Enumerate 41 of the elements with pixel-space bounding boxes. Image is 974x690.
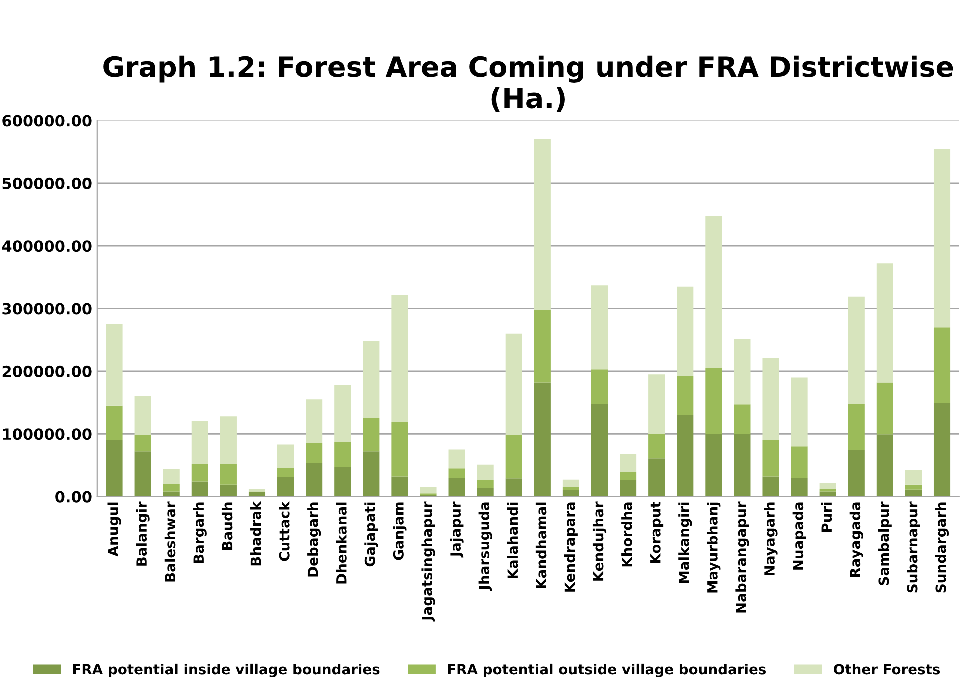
x-tick-label: Anugul <box>108 502 122 557</box>
y-tick-label: 600000.00 <box>2 115 92 127</box>
x-tick-label: Debagarh <box>308 502 322 577</box>
x-tick-label: Jagatsinghapur <box>422 502 436 622</box>
x-tick-label: Mayurbhanj <box>707 502 721 593</box>
x-tick-label: Jajapur <box>450 502 464 558</box>
x-tick-label: Kendujhar <box>592 502 607 581</box>
x-tick-label: Khordha <box>622 502 632 567</box>
x-tick-label: Nayagarh <box>764 502 778 576</box>
y-tick-label: 300000.00 <box>2 303 92 315</box>
x-tick-label: Gajapati <box>364 502 378 567</box>
x-tick-label: Kalahandi <box>507 502 518 579</box>
x-tick-label: Baleshwar <box>164 502 176 582</box>
y-tick-label: 200000.00 <box>2 366 92 378</box>
x-tick-label: Sambalpur <box>878 502 892 586</box>
x-tick-label: Cuttack <box>279 501 290 562</box>
x-tick-label: Kandhamal <box>536 502 547 588</box>
x-tick-label: Nabarangapur <box>736 502 750 613</box>
legend-label: FRA potential inside village boundaries <box>73 664 380 678</box>
legend-label: Other Forests <box>834 664 940 675</box>
x-tick-label: Sundargarh <box>935 502 950 593</box>
y-tick-label: 500000.00 <box>2 178 92 190</box>
x-tick-label: Baudh <box>222 502 233 550</box>
x-tick-label: Koraput <box>650 502 664 564</box>
x-tick-label: Rayagada <box>850 502 864 578</box>
y-tick-label: 0.00 <box>56 491 92 503</box>
x-tick-label: Bargarh <box>193 502 207 564</box>
x-tick-label: Jharsuguda <box>478 502 492 592</box>
x-tick-label: Subarnapur <box>907 502 920 593</box>
chart-title: Graph 1.2: Forest Area Coming under FRA Districtwise (Ha.) <box>104 56 954 112</box>
x-tick-label: Puri <box>821 502 832 532</box>
x-tick-label: Dhenkanal <box>336 502 347 584</box>
y-tick-label: 400000.00 <box>2 240 92 252</box>
x-tick-label: Malkangiri <box>678 502 692 584</box>
x-tick-label: Bhadrak <box>250 501 262 566</box>
legend-label: FRA potential outside village boundaries <box>448 664 766 678</box>
x-tick-label: Nuapada <box>792 502 806 570</box>
x-tick-label: Kendrapara <box>564 502 578 592</box>
y-tick-label: 100000.00 <box>3 428 92 440</box>
x-tick-label: Ganjam <box>393 502 407 560</box>
x-tick-label: Balangir <box>136 502 150 566</box>
